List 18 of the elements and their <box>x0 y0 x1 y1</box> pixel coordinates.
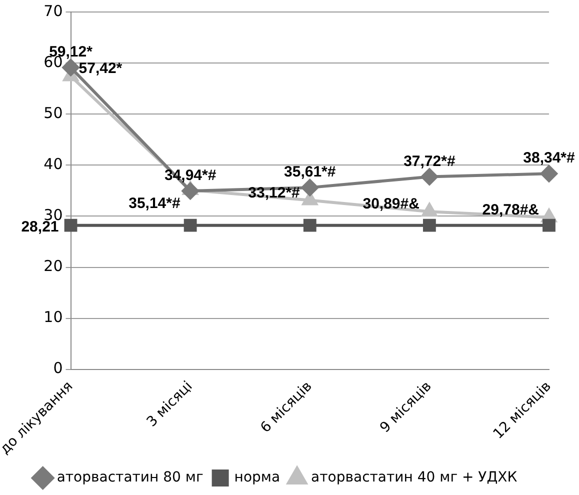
data-label: 37,72*# <box>404 152 456 170</box>
legend-label: аторвастатин 80 мг <box>56 470 204 486</box>
data-label: 57,42* <box>78 60 122 78</box>
data-label: 38,34*# <box>523 150 576 167</box>
data-label: 35,14*# <box>128 194 181 212</box>
data-label: 34,94*# <box>164 166 217 184</box>
y-tick-label: 40 <box>44 155 63 174</box>
data-label: 35,61*# <box>284 164 336 181</box>
data-label: 33,12*# <box>248 184 301 202</box>
y-tick-label: 20 <box>44 257 63 276</box>
y-tick-label: 70 <box>44 2 63 20</box>
y-tick-label: 50 <box>44 104 63 122</box>
legend-label: аторвастатин 40 мг + УДХК <box>311 470 518 486</box>
data-label: 30,89#& <box>362 196 420 213</box>
legend-label: норма <box>234 470 280 486</box>
data-label: 29,78#& <box>482 201 540 218</box>
y-tick-label: 10 <box>44 308 63 326</box>
y-tick-label: 0 <box>53 359 63 378</box>
